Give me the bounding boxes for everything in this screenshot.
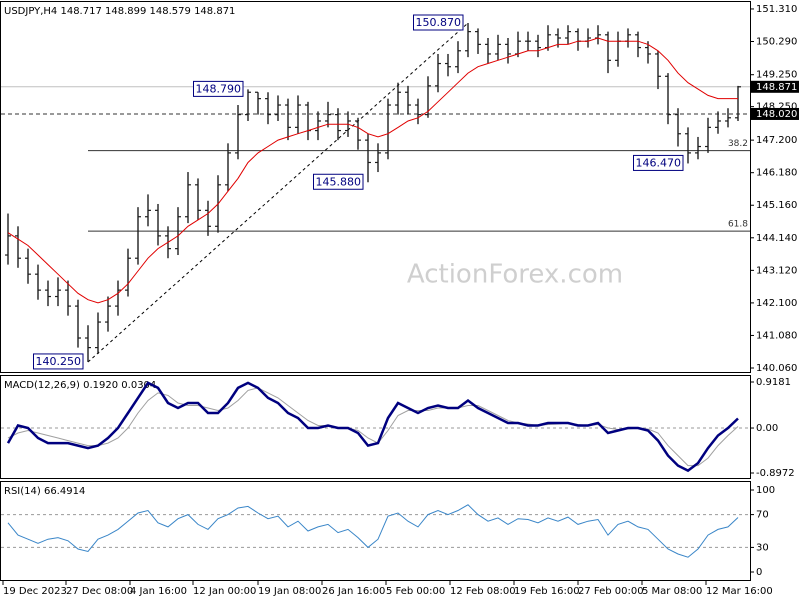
x-tick-label: 12 Jan 00:00 bbox=[193, 586, 256, 597]
y-tick-label: 143.120 bbox=[756, 265, 797, 276]
annotation-box bbox=[33, 353, 84, 370]
y-tick-label: 144.140 bbox=[756, 233, 797, 244]
fib-label: 61.8 bbox=[728, 220, 748, 230]
y-tick-label: 70 bbox=[756, 510, 769, 521]
x-tick-label: 5 Mar 08:00 bbox=[642, 586, 702, 597]
panel-title: RSI(14) 66.4914 bbox=[4, 486, 85, 497]
y-tick-label: 0.9181 bbox=[756, 377, 791, 388]
x-tick-label: 5 Feb 00:00 bbox=[386, 586, 445, 597]
x-tick-label: 27 Dec 08:00 bbox=[66, 586, 133, 597]
panel-2: RSI(14) 66.4914 100 70 30 0 bbox=[1, 485, 775, 578]
annotation-box bbox=[633, 154, 684, 171]
x-tick-label: 4 Jan 16:00 bbox=[130, 586, 187, 597]
series-line bbox=[7, 504, 739, 558]
series-line bbox=[6, 381, 739, 473]
y-tick-label: 0 bbox=[756, 567, 762, 578]
price-panel bbox=[0, 1, 751, 373]
annotation-box bbox=[413, 14, 464, 31]
y-tick-label: 140.060 bbox=[756, 363, 797, 374]
trend-line bbox=[87, 22, 469, 363]
panel-1: MACD(12,26,9) 0.1920 0.0304 0.9181 0.00 -0.… bbox=[1, 377, 795, 479]
x-tick-label: 12 Feb 08:00 bbox=[450, 586, 516, 597]
y-tick-label: 149.250 bbox=[756, 70, 797, 81]
y-tick-label: 142.100 bbox=[756, 298, 797, 309]
y-tick-label: 141.080 bbox=[756, 330, 797, 341]
price-tag bbox=[751, 107, 799, 120]
annotation-label: 150.870 bbox=[416, 16, 462, 29]
y-tick-label: -0.8972 bbox=[756, 468, 795, 479]
annotation-label: 145.880 bbox=[316, 175, 362, 188]
moving-average bbox=[7, 37, 738, 304]
price-tag-label: 148.871 bbox=[756, 82, 797, 93]
panel-title: MACD(12,26,9) 0.1920 0.0304 bbox=[4, 380, 156, 391]
x-tick-label: 27 Feb 00:00 bbox=[578, 586, 644, 597]
y-tick-label: 146.180 bbox=[756, 168, 797, 179]
y-tick-label: 147.200 bbox=[756, 135, 797, 146]
rsi-panel bbox=[0, 481, 751, 581]
y-tick-label: 0.00 bbox=[756, 423, 778, 434]
annotation-box bbox=[313, 173, 364, 190]
panel-title: USDJPY,H4 148.717 148.899 148.579 148.87… bbox=[4, 6, 235, 17]
macd-panel bbox=[0, 375, 751, 479]
y-tick-label: 100 bbox=[756, 485, 775, 496]
x-tick-label: 19 Feb 16:00 bbox=[514, 586, 580, 597]
y-tick-label: 148.250 bbox=[756, 102, 797, 113]
panel-0: USDJPY,H4 148.717 148.899 148.579 148.87… bbox=[1, 4, 799, 374]
y-tick-label: 150.290 bbox=[756, 37, 797, 48]
annotation-label: 148.790 bbox=[196, 82, 242, 95]
x-tick-label: 26 Jan 16:00 bbox=[322, 586, 385, 597]
annotation-box bbox=[193, 80, 244, 97]
price-tag-label: 148.020 bbox=[756, 109, 797, 120]
x-tick-label: 19 Jan 08:00 bbox=[258, 586, 321, 597]
watermark: ActionForex.com bbox=[407, 260, 623, 290]
y-tick-label: 151.310 bbox=[756, 4, 797, 15]
y-tick-label: 145.160 bbox=[756, 200, 797, 211]
annotation-label: 146.470 bbox=[636, 156, 682, 169]
x-tick-label: 12 Mar 16:00 bbox=[706, 586, 773, 597]
x-tick-label: 19 Dec 2023 bbox=[3, 586, 67, 597]
annotation-label: 140.250 bbox=[36, 355, 82, 368]
series-line bbox=[7, 387, 739, 467]
y-tick-label: 30 bbox=[756, 542, 769, 553]
fib-label: 38.2 bbox=[728, 139, 748, 149]
price-tag bbox=[751, 80, 799, 93]
